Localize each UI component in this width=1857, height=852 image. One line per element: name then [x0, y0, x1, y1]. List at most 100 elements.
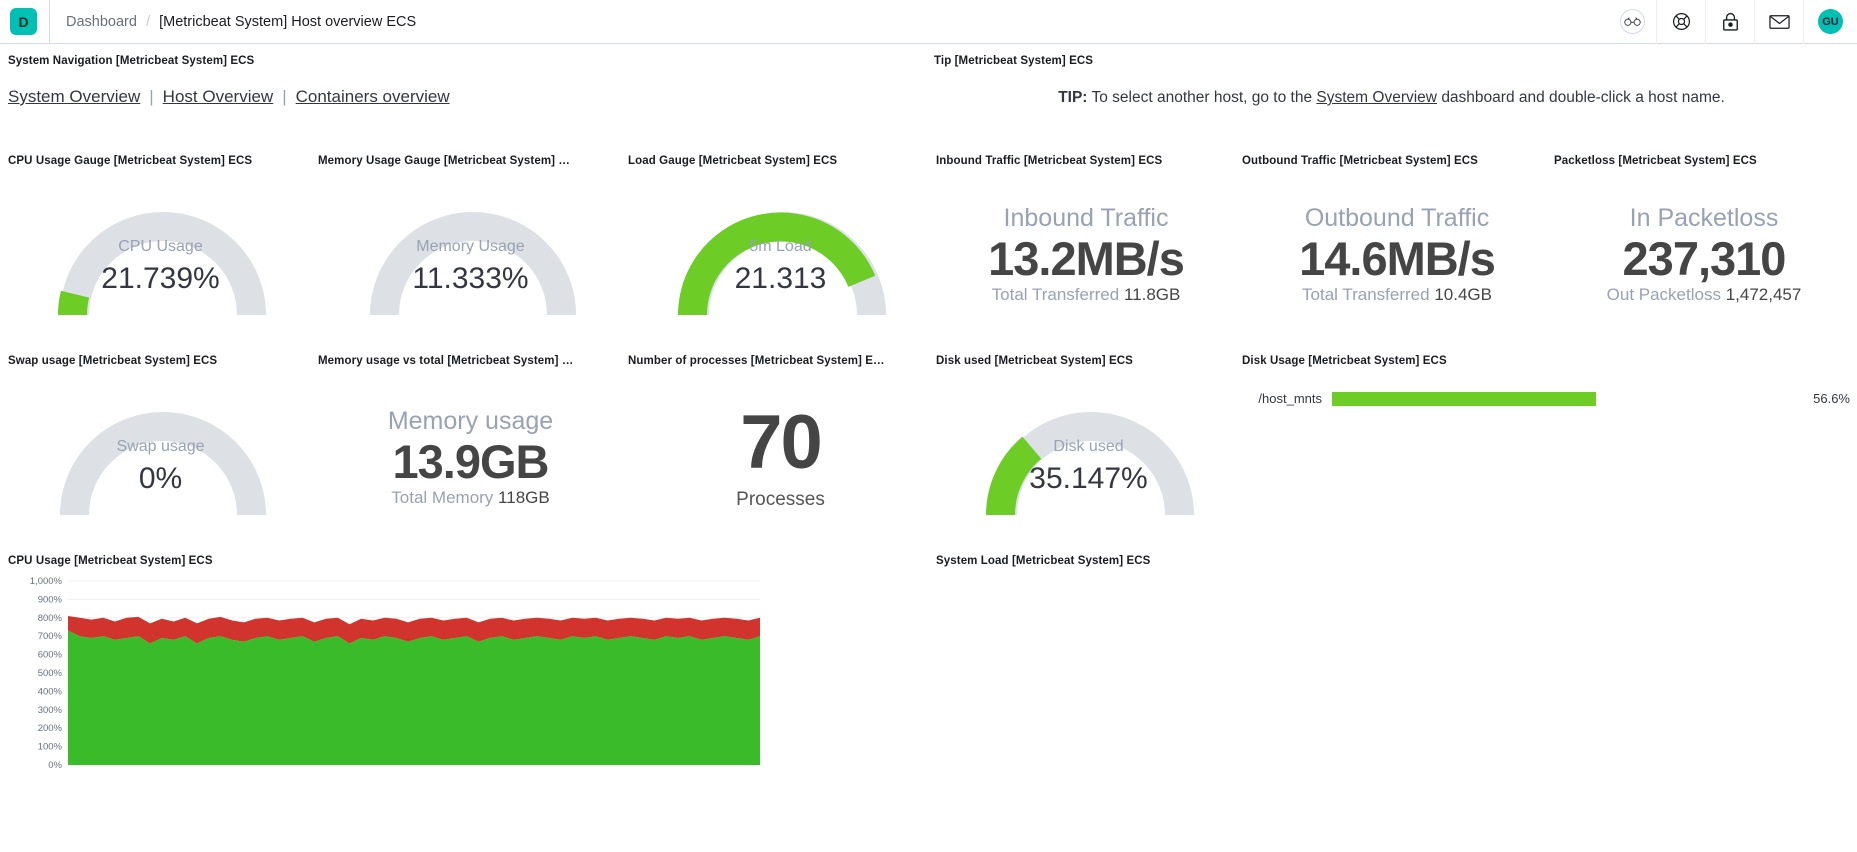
area-user	[68, 630, 760, 765]
load-chart-body	[936, 573, 1856, 813]
gauge-label: 5m Load	[749, 238, 812, 255]
panel-title: Memory Usage Gauge [Metricbeat System] …	[318, 155, 570, 167]
y-axis-tick: 1,000%	[30, 576, 63, 587]
panel-packetloss: Packetloss [Metricbeat System] ECS In Pa…	[1554, 155, 1854, 305]
y-axis-tick: 400%	[38, 686, 63, 697]
gauge-label: Swap usage	[116, 438, 205, 455]
gauge-value: 21.313	[734, 262, 827, 295]
panel-title: Inbound Traffic [Metricbeat System] ECS	[936, 155, 1163, 167]
disk-usage-row[interactable]: /host_mnts 56.6%	[1242, 391, 1850, 406]
swap-gauge: Swap usage 0%	[8, 375, 313, 516]
nav-link-host-overview[interactable]: Host Overview	[162, 87, 274, 106]
metric-sub-label: Total Memory	[391, 488, 494, 508]
mail-icon[interactable]	[1755, 0, 1803, 44]
area-system	[68, 615, 760, 644]
tip-link-system-overview[interactable]: System Overview	[1316, 89, 1437, 106]
metric-sub-label: Processes	[736, 489, 825, 510]
nav-separator: |	[282, 87, 287, 106]
metric-sub-label: Total Transferred	[991, 285, 1120, 305]
swap-gauge-svg	[60, 412, 266, 516]
divider	[1656, 0, 1657, 44]
cpu-chart-body: 0% 100% 200% 300% 400% 500% 600% 700% 800% 900% 1,…	[8, 573, 928, 813]
y-axis-tick: 300%	[38, 705, 63, 716]
panel-title: Swap usage [Metricbeat System] ECS	[8, 355, 218, 367]
memory-vs-total-metric: Memory usage 13.9GB Total Memory 118GB	[318, 407, 623, 508]
y-axis-tick: 600%	[38, 650, 63, 661]
glasses-icon[interactable]	[1608, 0, 1656, 44]
panel-disk-usage: Disk Usage [Metricbeat System] ECS /host…	[1242, 355, 1850, 406]
panel-tip: Tip [Metricbeat System] ECS TIP: To sele…	[934, 55, 1849, 107]
header-divider	[49, 0, 50, 44]
app-logo[interactable]: D	[10, 8, 37, 35]
metric-sub: Out Packetloss 1,472,457	[1554, 285, 1854, 305]
metric-value: 14.6MB/s	[1299, 231, 1496, 285]
panel-title: Memory usage vs total [Metricbeat System…	[318, 355, 574, 367]
breadcrumb-dashboard[interactable]: Dashboard	[66, 13, 137, 30]
gauge-value: 11.333%	[412, 262, 529, 295]
gauge-track	[370, 212, 576, 316]
panel-title: Number of processes [Metricbeat System] …	[628, 355, 885, 367]
y-axis-tick: 800%	[38, 613, 63, 624]
tip-text-before: To select another host, go to the	[1091, 89, 1313, 106]
panel-system-load-chart: System Load [Metricbeat System] ECS	[936, 555, 1856, 813]
metric-sub: Total Transferred 11.8GB	[936, 285, 1236, 305]
metric-label: Memory usage	[387, 407, 554, 435]
disk-usage-bars: /host_mnts 56.6%	[1242, 391, 1850, 406]
metric-label: In Packetloss	[1629, 204, 1779, 232]
gauge-track	[60, 212, 266, 316]
y-axis-tick: 100%	[38, 742, 63, 753]
divider	[1754, 0, 1755, 44]
packetloss-metric: In Packetloss 237,310 Out Packetloss 1,4…	[1554, 204, 1854, 305]
avatar[interactable]: GU	[1818, 9, 1843, 34]
cpu-usage-area-chart[interactable]: 0% 100% 200% 300% 400% 500% 600% 700% 800% 900% 1,…	[8, 573, 768, 813]
panel-title: System Navigation [Metricbeat System] EC…	[8, 55, 255, 67]
gauge-label: Disk used	[1053, 438, 1124, 455]
y-axis-tick: 200%	[38, 723, 63, 734]
app-header: D Dashboard / [Metricbeat System] Host o…	[0, 0, 1857, 44]
metric-label: Inbound Traffic	[1003, 204, 1169, 232]
lock-icon[interactable]	[1706, 0, 1754, 44]
metric-value: 237,310	[1622, 231, 1787, 285]
gauge-value: 35.147%	[1029, 462, 1148, 495]
divider	[1803, 0, 1804, 44]
metric-value: 13.9GB	[392, 434, 550, 488]
panel-number-of-processes: Number of processes [Metricbeat System] …	[628, 355, 933, 511]
panel-title: Tip [Metricbeat System] ECS	[934, 55, 1094, 67]
system-navigation-links: System Overview | Host Overview | Contai…	[8, 87, 768, 107]
breadcrumb: Dashboard / [Metricbeat System] Host ove…	[66, 13, 416, 30]
panel-title: System Load [Metricbeat System] ECS	[936, 555, 1151, 567]
metric-label: Outbound Traffic	[1304, 204, 1490, 232]
panel-outbound-traffic: Outbound Traffic [Metricbeat System] ECS…	[1242, 155, 1552, 305]
panel-cpu-usage-chart: CPU Usage [Metricbeat System] ECS 0% 100%…	[8, 555, 928, 813]
nav-link-system-overview[interactable]: System Overview	[8, 87, 141, 106]
metric-sub-label: Out Packetloss	[1606, 285, 1721, 305]
panel-title: CPU Usage [Metricbeat System] ECS	[8, 555, 213, 567]
tip-text: TIP: To select another host, go to the S…	[934, 89, 1849, 107]
metric-sub-value: 11.8GB	[1123, 285, 1181, 305]
system-load-line-chart[interactable]	[936, 573, 1716, 813]
metric-sub-label: Total Transferred	[1302, 285, 1430, 305]
help-icon[interactable]	[1657, 0, 1705, 44]
breadcrumb-current: [Metricbeat System] Host overview ECS	[159, 13, 417, 30]
panel-disk-used: Disk used [Metricbeat System] ECS Disk u…	[936, 355, 1241, 588]
gauge-track	[60, 412, 266, 516]
nav-link-containers-overview[interactable]: Containers overview	[295, 87, 450, 106]
gauge-label: CPU Usage	[118, 238, 203, 255]
panel-title: Disk used [Metricbeat System] ECS	[936, 355, 1133, 367]
gauge-value: 0%	[138, 462, 183, 495]
metric-value: 13.2MB/s	[988, 231, 1185, 285]
header-actions: GU	[1608, 0, 1857, 44]
cpu-gauge: CPU Usage 21.739%	[8, 175, 313, 388]
metric-sub-value: 1,472,457	[1725, 285, 1802, 305]
panel-load-gauge: Load Gauge [Metricbeat System] ECS 5m Lo…	[628, 155, 933, 388]
y-axis-tick: 700%	[38, 631, 63, 642]
memory-gauge: Memory Usage 11.333%	[318, 175, 623, 388]
tip-prefix: TIP:	[1058, 89, 1088, 106]
disk-used-gauge: Disk used 35.147%	[936, 375, 1241, 588]
panel-memory-usage-gauge: Memory Usage Gauge [Metricbeat System] ……	[318, 155, 623, 388]
metric-value: 70	[740, 400, 823, 485]
panel-title: CPU Usage Gauge [Metricbeat System] ECS	[8, 155, 253, 167]
panel-title: Disk Usage [Metricbeat System] ECS	[1242, 355, 1447, 367]
metric-sub: Total Memory 118GB	[318, 488, 623, 508]
